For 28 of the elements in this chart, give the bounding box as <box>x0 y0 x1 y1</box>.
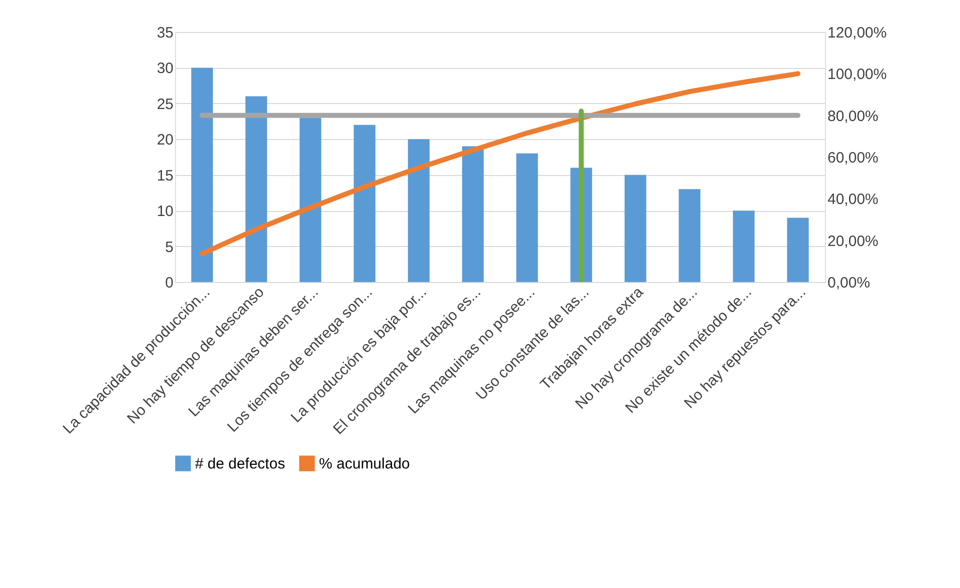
bar <box>516 153 538 282</box>
y2-tick-label: 40,00% <box>828 191 878 208</box>
y-tick-label: 25 <box>156 96 174 113</box>
y-tick-label: 10 <box>156 203 174 220</box>
y-tick-label: 35 <box>156 24 174 42</box>
y2-tick-label: 120,00% <box>828 24 887 42</box>
y2-tick-label: 80,00% <box>828 108 878 125</box>
y2-tick-label: 0,00% <box>828 274 870 292</box>
bar <box>191 68 213 282</box>
legend-label: % acumulado <box>319 455 410 472</box>
bar <box>678 189 700 282</box>
bar <box>245 96 268 282</box>
bar <box>624 174 646 282</box>
bar <box>300 118 322 282</box>
legend-label: # de defectos <box>195 455 286 472</box>
bar <box>732 210 755 282</box>
y-tick-label: 15 <box>156 167 174 184</box>
y-tick-label: 5 <box>165 238 174 256</box>
y2-tick-label: 20,00% <box>828 232 878 250</box>
y2-tick-label: 60,00% <box>828 150 878 166</box>
y-tick-label: 0 <box>165 274 174 292</box>
y2-tick-label: 100,00% <box>828 66 887 84</box>
bar <box>462 146 484 282</box>
bar <box>408 139 430 282</box>
bar <box>354 124 376 282</box>
y-tick-label: 20 <box>156 132 174 149</box>
y-tick-label: 30 <box>156 60 174 78</box>
bar <box>787 218 809 282</box>
